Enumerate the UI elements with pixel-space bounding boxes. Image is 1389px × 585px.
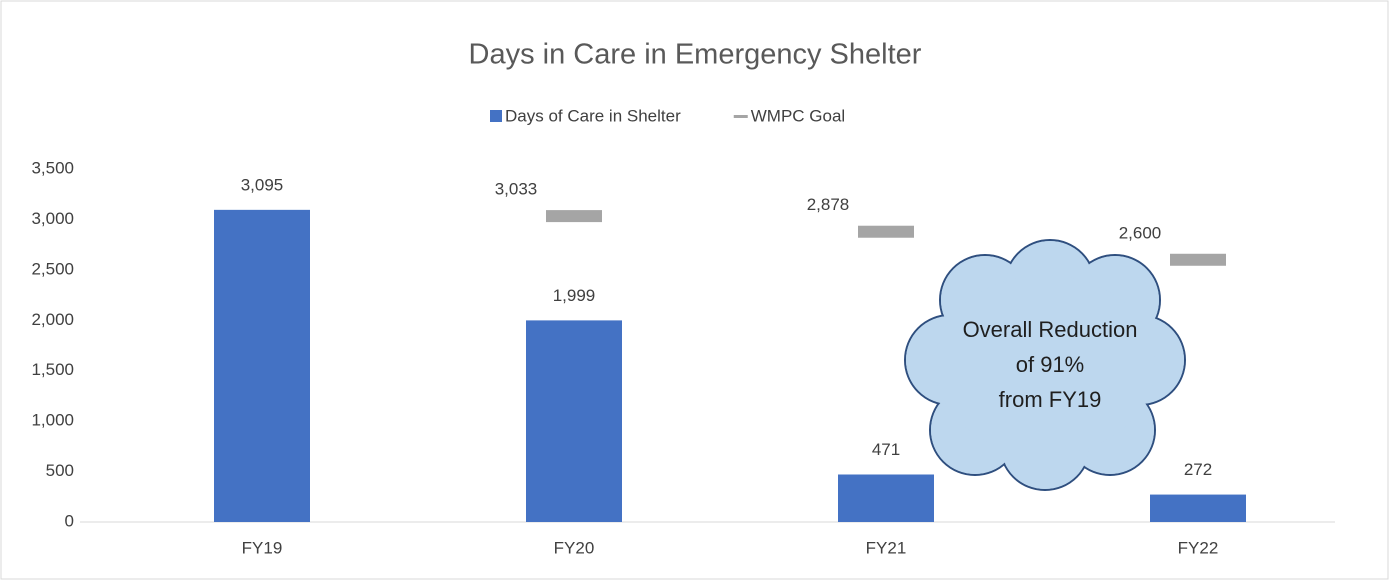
y-tick-label: 1,500 <box>31 360 74 379</box>
legend-swatch <box>490 110 502 122</box>
data-label: 2,878 <box>807 195 850 214</box>
goal-marker <box>858 225 914 238</box>
annotation-text: of 91% <box>1016 352 1085 377</box>
legend-label: Days of Care in Shelter <box>505 106 681 125</box>
data-label: 272 <box>1184 460 1212 479</box>
annotation-text: Overall Reduction <box>963 317 1138 342</box>
x-tick-label: FY22 <box>1178 538 1219 557</box>
data-label: 3,033 <box>495 180 538 199</box>
bar <box>1150 494 1246 522</box>
data-label: 3,095 <box>241 175 284 194</box>
bar <box>838 474 934 522</box>
data-label: 2,600 <box>1119 223 1162 242</box>
goal-marker <box>546 210 602 223</box>
data-label: 1,999 <box>553 286 596 305</box>
bar <box>526 320 622 522</box>
x-tick-label: FY21 <box>866 538 907 557</box>
legend-swatch <box>733 115 748 118</box>
y-tick-label: 500 <box>46 461 74 480</box>
legend-label: WMPC Goal <box>751 106 845 125</box>
annotation-cloud <box>904 239 1186 491</box>
y-tick-label: 2,000 <box>31 310 74 329</box>
chart-title: Days in Care in Emergency Shelter <box>469 39 922 71</box>
x-tick-label: FY20 <box>554 538 595 557</box>
goal-marker <box>1170 253 1226 266</box>
data-label: 471 <box>872 440 900 459</box>
y-tick-label: 3,500 <box>31 158 74 177</box>
annotation-text: from FY19 <box>999 387 1102 412</box>
y-tick-label: 0 <box>65 511 74 530</box>
x-tick-label: FY19 <box>242 538 283 557</box>
y-tick-label: 1,000 <box>31 411 74 430</box>
bar <box>214 209 310 522</box>
y-tick-label: 2,500 <box>31 259 74 278</box>
y-tick-label: 3,000 <box>31 209 74 228</box>
